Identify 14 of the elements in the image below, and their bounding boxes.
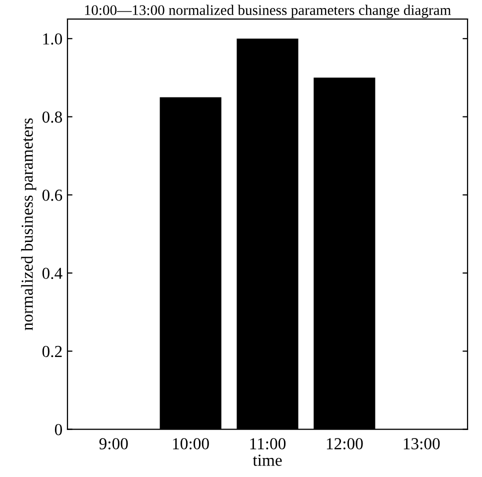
x-tick-label: 13:00	[404, 438, 440, 450]
y-tick-label: 0.8	[42, 111, 62, 123]
y-tick-label: 0.2	[42, 346, 62, 358]
y-tick-label: 0.6	[42, 190, 62, 201]
x-tick-label: 12:00	[326, 438, 363, 450]
y-axis-title: normalized business parameters	[21, 118, 36, 330]
y-tick-label: 1.0	[43, 33, 62, 45]
y-tick-label: 0.4	[42, 268, 62, 280]
x-tick-label: 10:00	[173, 438, 209, 450]
chart-title: 10:00—13:00 normalized business parameters change diagram	[85, 4, 451, 18]
y-tick-label: 0	[54, 424, 62, 436]
x-tick-label: 11:00	[250, 438, 286, 450]
x-tick-label: 9:00	[99, 438, 128, 450]
x-axis-title: time	[252, 454, 282, 466]
